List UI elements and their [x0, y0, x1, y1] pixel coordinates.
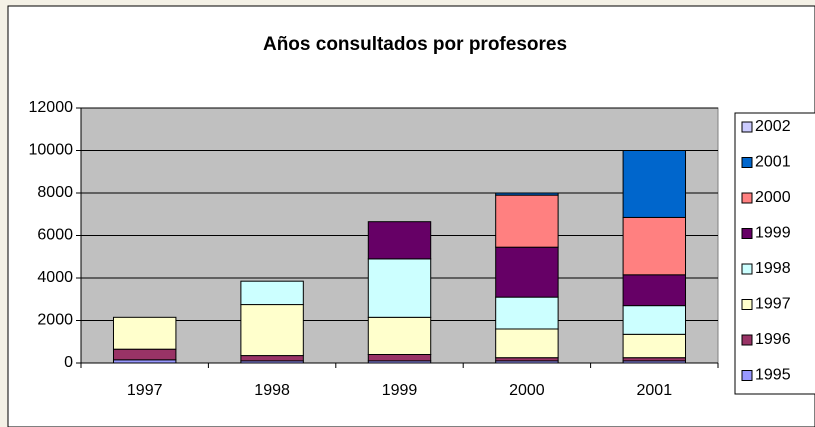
- legend-swatch: [741, 334, 753, 346]
- legend-label: 1999: [755, 225, 791, 242]
- bar-segment: [495, 328, 559, 359]
- bar-segment: [495, 192, 559, 196]
- y-tick-label: 8000: [37, 184, 73, 201]
- legend-label: 2000: [755, 189, 791, 206]
- bar-segment: [622, 305, 687, 335]
- y-tick-label: 6000: [37, 227, 73, 244]
- legend-label: 2001: [755, 154, 791, 171]
- chart-title: Años consultados por profesores: [263, 34, 567, 55]
- y-tick-label: 12000: [29, 99, 74, 116]
- x-tick-label: 2001: [637, 382, 673, 399]
- bar-segment: [240, 355, 304, 362]
- bar-segment: [495, 296, 559, 330]
- bar-segment: [495, 246, 559, 298]
- x-tick-label: 1997: [127, 382, 163, 399]
- bar-segment: [367, 221, 432, 260]
- y-tick-label: 10000: [29, 142, 74, 159]
- bar-segment: [367, 354, 432, 362]
- bar-segment: [240, 280, 304, 306]
- x-tick-label: 2000: [509, 382, 545, 399]
- bar-segment: [367, 258, 432, 318]
- legend-swatch: [741, 263, 753, 275]
- y-tick-label: 4000: [37, 269, 73, 286]
- y-tick-label: 2000: [37, 312, 73, 329]
- legend-swatch: [741, 192, 753, 204]
- legend-label: 1997: [755, 296, 791, 313]
- x-tick-label: 1998: [254, 382, 290, 399]
- x-tick-label: 1999: [382, 382, 418, 399]
- legend-swatch: [741, 121, 753, 133]
- bar-segment: [622, 274, 687, 307]
- bar-segment: [622, 333, 687, 359]
- legend-label: 1996: [755, 331, 791, 348]
- bar-segment: [367, 316, 432, 355]
- legend-label: 1995: [755, 367, 791, 384]
- bar-segment: [240, 304, 304, 357]
- bar-segment: [622, 216, 687, 276]
- legend-swatch: [741, 370, 753, 381]
- bar-segment: [112, 316, 177, 350]
- legend-swatch: [741, 228, 753, 239]
- bar-segment: [622, 150, 687, 218]
- legend-swatch: [741, 157, 753, 168]
- bar-segment: [495, 194, 559, 248]
- legend-label: 2002: [755, 118, 791, 135]
- legend-swatch: [741, 299, 753, 310]
- bar-segment: [112, 348, 177, 361]
- legend: [734, 112, 815, 395]
- legend-label: 1998: [755, 260, 791, 277]
- y-tick-label: 0: [64, 354, 73, 371]
